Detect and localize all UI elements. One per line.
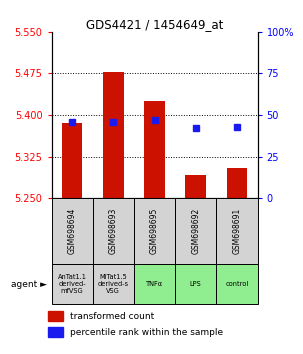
Bar <box>185 175 206 198</box>
FancyBboxPatch shape <box>52 264 93 304</box>
FancyBboxPatch shape <box>175 264 216 304</box>
Bar <box>103 72 124 198</box>
FancyBboxPatch shape <box>175 198 216 264</box>
Text: MiTat1.5
derived-s
VSG: MiTat1.5 derived-s VSG <box>98 274 129 294</box>
Text: GSM698695: GSM698695 <box>150 208 159 254</box>
Bar <box>144 101 165 198</box>
FancyBboxPatch shape <box>216 264 258 304</box>
Title: GDS4421 / 1454649_at: GDS4421 / 1454649_at <box>86 18 223 31</box>
Text: GSM698691: GSM698691 <box>232 208 241 254</box>
FancyBboxPatch shape <box>93 198 134 264</box>
FancyBboxPatch shape <box>134 264 175 304</box>
Text: agent ►: agent ► <box>11 280 47 289</box>
Text: GSM698694: GSM698694 <box>68 208 77 254</box>
FancyBboxPatch shape <box>134 198 175 264</box>
Text: GSM698693: GSM698693 <box>109 208 118 254</box>
Text: GSM698692: GSM698692 <box>191 208 200 254</box>
Text: control: control <box>225 281 248 287</box>
Text: LPS: LPS <box>190 281 201 287</box>
Text: AnTat1.1
derived-
mfVSG: AnTat1.1 derived- mfVSG <box>58 274 87 294</box>
Bar <box>227 168 247 198</box>
FancyBboxPatch shape <box>93 264 134 304</box>
Text: TNFα: TNFα <box>146 281 163 287</box>
Text: transformed count: transformed count <box>70 312 154 321</box>
FancyBboxPatch shape <box>52 198 93 264</box>
Bar <box>62 124 82 198</box>
FancyBboxPatch shape <box>216 198 258 264</box>
Text: percentile rank within the sample: percentile rank within the sample <box>70 328 223 337</box>
Bar <box>48 327 63 337</box>
Bar <box>48 311 63 321</box>
